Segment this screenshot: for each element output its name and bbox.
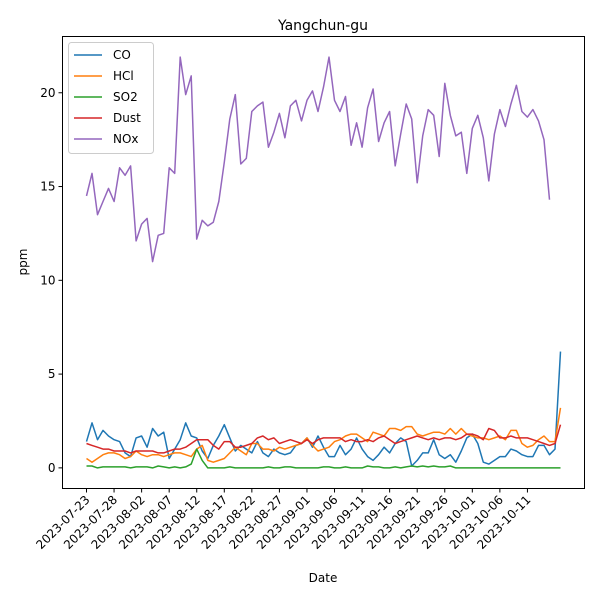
plot-area-frame — [62, 36, 585, 489]
legend-label-co: CO — [113, 48, 131, 62]
y-axis-title: ppm — [16, 249, 30, 276]
y-tick-label: 0 — [48, 461, 56, 475]
legend-label-hcl: HCl — [113, 69, 134, 83]
legend-label-so2: SO2 — [113, 90, 138, 104]
series-line-dust — [86, 424, 562, 454]
y-tick-label: 5 — [48, 367, 56, 381]
series-line-co — [85, 351, 562, 467]
chart-title: Yangchun-gu — [277, 18, 368, 34]
x-axis: 2023-07-232023-07-282023-08-022023-08-07… — [33, 488, 534, 552]
series-lines — [85, 56, 562, 469]
x-axis-title: Date — [309, 571, 338, 585]
y-tick-label: 20 — [40, 86, 55, 100]
legend: CO HCl SO2 Dust NOx — [68, 42, 154, 154]
series-line-so2 — [86, 448, 561, 469]
y-tick-label: 10 — [40, 273, 55, 287]
series-line-nox — [85, 56, 551, 263]
legend-box — [68, 42, 154, 154]
legend-label-nox: NOx — [113, 132, 139, 146]
y-tick-label: 15 — [40, 180, 55, 194]
y-axis: 0 5 10 15 20 — [40, 86, 63, 475]
legend-label-dust: Dust — [113, 111, 141, 125]
